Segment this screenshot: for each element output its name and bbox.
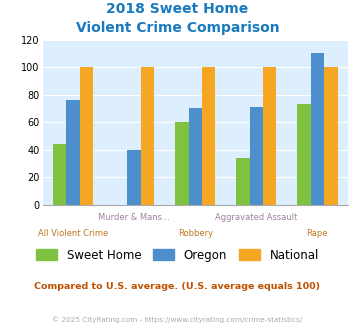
Bar (127, 149, 141, 205)
Legend: Sweet Home, Oregon, National: Sweet Home, Oregon, National (31, 244, 324, 266)
Bar (141, 67, 154, 205)
Bar (189, 108, 202, 205)
Text: © 2025 CityRating.com - https://www.cityrating.com/crime-statistics/: © 2025 CityRating.com - https://www.city… (53, 317, 302, 323)
Bar (175, 122, 189, 205)
Text: Compared to U.S. average. (U.S. average equals 100): Compared to U.S. average. (U.S. average … (34, 282, 321, 291)
Text: All Violent Crime: All Violent Crime (38, 229, 108, 238)
Text: Aggravated Assault: Aggravated Assault (215, 213, 297, 222)
Bar (53, 144, 66, 205)
Bar (202, 67, 215, 205)
Bar (263, 67, 277, 205)
Bar (324, 67, 338, 205)
Bar (66, 100, 80, 205)
Bar (236, 158, 250, 205)
Bar (250, 107, 263, 205)
Bar (80, 67, 93, 205)
Text: 2018 Sweet Home: 2018 Sweet Home (106, 2, 248, 16)
Text: Violent Crime Comparison: Violent Crime Comparison (76, 21, 279, 35)
Text: Robbery: Robbery (178, 229, 213, 238)
Bar (311, 53, 324, 205)
Text: Rape: Rape (307, 229, 328, 238)
Text: Murder & Mans...: Murder & Mans... (98, 213, 170, 222)
Bar (297, 104, 311, 205)
